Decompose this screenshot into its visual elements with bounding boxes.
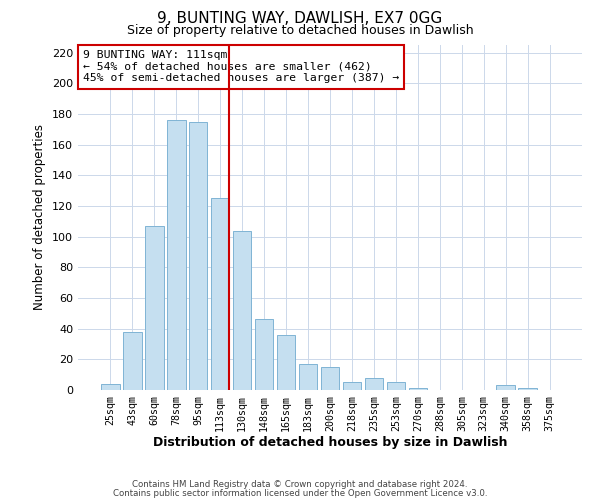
Bar — [365, 378, 383, 390]
Bar — [386, 382, 405, 390]
Text: Size of property relative to detached houses in Dawlish: Size of property relative to detached ho… — [127, 24, 473, 37]
Bar — [277, 335, 295, 390]
Bar — [145, 226, 164, 390]
Y-axis label: Number of detached properties: Number of detached properties — [34, 124, 46, 310]
Bar — [409, 388, 427, 390]
Bar — [496, 386, 515, 390]
Bar — [518, 388, 537, 390]
Bar — [320, 367, 340, 390]
Text: 9, BUNTING WAY, DAWLISH, EX7 0GG: 9, BUNTING WAY, DAWLISH, EX7 0GG — [157, 11, 443, 26]
X-axis label: Distribution of detached houses by size in Dawlish: Distribution of detached houses by size … — [153, 436, 507, 450]
Bar — [233, 230, 251, 390]
Bar — [211, 198, 229, 390]
Bar — [101, 384, 119, 390]
Bar — [189, 122, 208, 390]
Text: Contains HM Land Registry data © Crown copyright and database right 2024.: Contains HM Land Registry data © Crown c… — [132, 480, 468, 489]
Bar — [123, 332, 142, 390]
Text: 9 BUNTING WAY: 111sqm
← 54% of detached houses are smaller (462)
45% of semi-det: 9 BUNTING WAY: 111sqm ← 54% of detached … — [83, 50, 399, 84]
Bar — [299, 364, 317, 390]
Bar — [255, 320, 274, 390]
Text: Contains public sector information licensed under the Open Government Licence v3: Contains public sector information licen… — [113, 488, 487, 498]
Bar — [343, 382, 361, 390]
Bar — [167, 120, 185, 390]
